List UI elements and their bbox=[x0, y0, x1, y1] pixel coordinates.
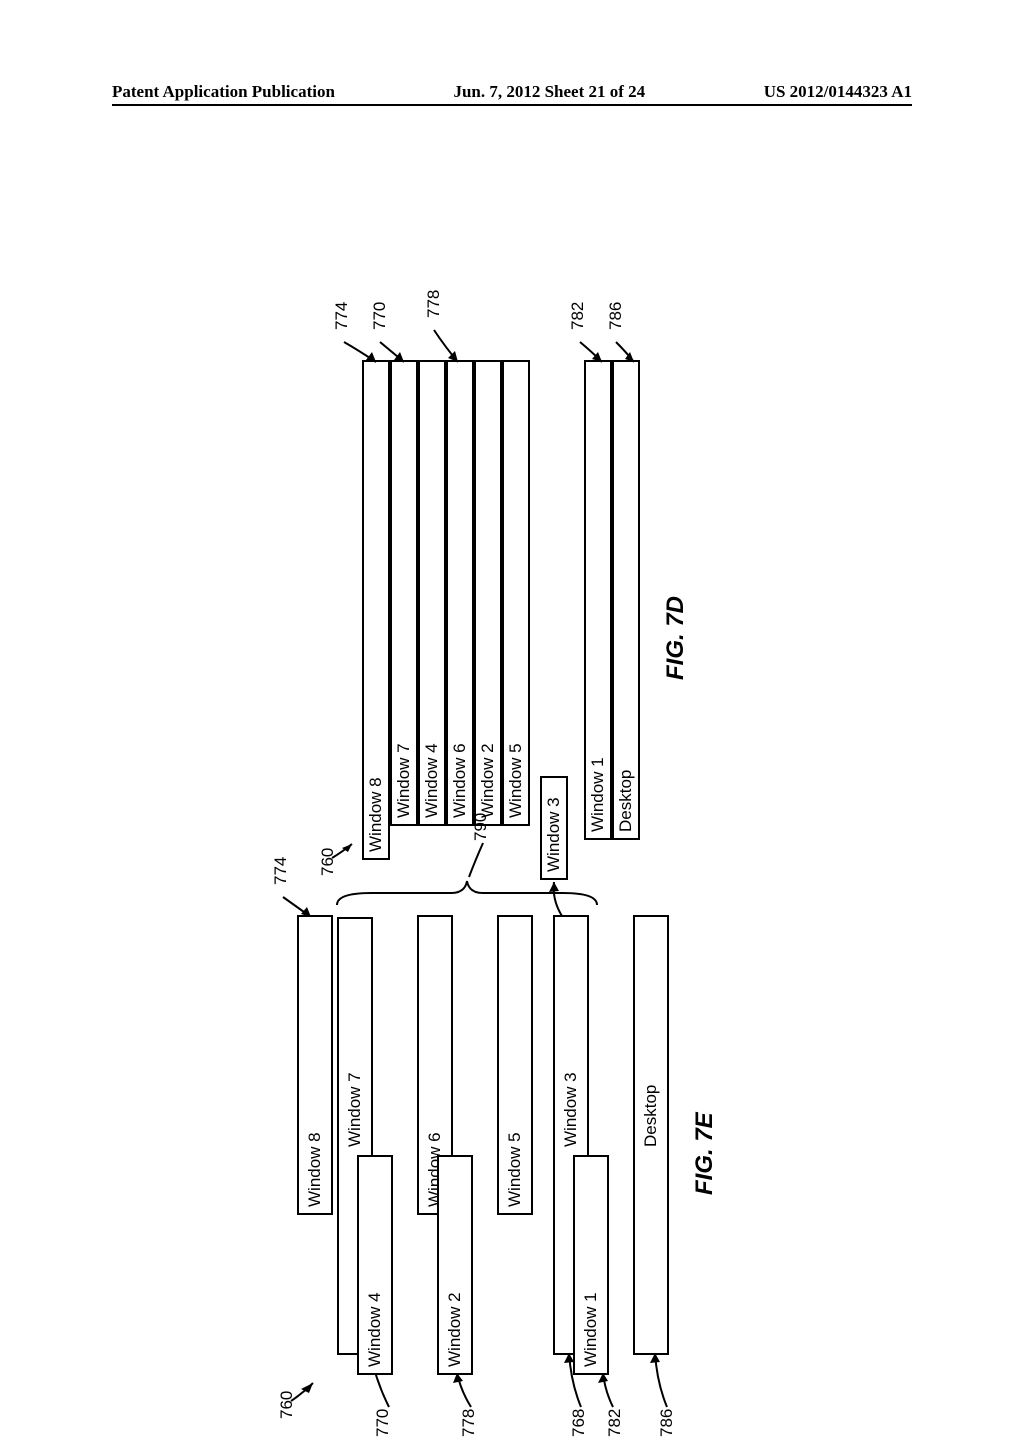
bar-window-8: Window 8 bbox=[297, 915, 333, 1215]
bar-window-2: Window 2 bbox=[437, 1155, 473, 1375]
ref-768-label: 768 bbox=[569, 1409, 589, 1437]
bar-label: Window 7 bbox=[394, 743, 414, 818]
bar-label: Window 1 bbox=[588, 757, 608, 832]
bar-label: Window 2 bbox=[478, 743, 498, 818]
stack-bar-window-5: Window 5 bbox=[502, 360, 530, 826]
ref-778-label: 778 bbox=[424, 290, 444, 318]
bar-label: Window 4 bbox=[422, 743, 442, 818]
ref-790-label: 790 bbox=[471, 813, 491, 841]
bar-label: Window 6 bbox=[450, 743, 470, 818]
ref-782-label: 782 bbox=[568, 302, 588, 330]
stack-bar-window-8: Window 8 bbox=[362, 360, 390, 860]
header-rule bbox=[112, 104, 912, 106]
ref-770-label: 770 bbox=[370, 302, 390, 330]
header-right: US 2012/0144323 A1 bbox=[764, 82, 912, 102]
bar-window-4: Window 4 bbox=[357, 1155, 393, 1375]
bar-label: Window 8 bbox=[305, 1132, 325, 1207]
bar-desktop: Desktop bbox=[633, 915, 669, 1355]
ref-774-label: 774 bbox=[332, 302, 352, 330]
bar-label: Window 5 bbox=[505, 1132, 525, 1207]
stack-bar-window-2: Window 2 bbox=[474, 360, 502, 826]
header-center: Jun. 7, 2012 Sheet 21 of 24 bbox=[453, 82, 645, 102]
fig7e-window-stack: 760 774 790 Window 8 Window 7 Window 4 W… bbox=[297, 835, 727, 1435]
fig7e-caption: FIG. 7E bbox=[691, 1112, 719, 1195]
figure-7e: 760 774 790 Window 8 Window 7 Window 4 W… bbox=[297, 835, 727, 1435]
stack-bar-window-7: Window 7 bbox=[390, 360, 418, 826]
stack-bar-window-6: Window 6 bbox=[446, 360, 474, 826]
stack-bar-window-1: Window 1 bbox=[584, 360, 612, 840]
stack-bar-window-4: Window 4 bbox=[418, 360, 446, 826]
bar-label: Desktop bbox=[641, 1085, 661, 1147]
header-left: Patent Application Publication bbox=[112, 82, 335, 102]
stack-bar-desktop: Desktop bbox=[612, 360, 640, 840]
ref-770-label: 770 bbox=[373, 1409, 393, 1437]
bar-label: Window 3 bbox=[561, 1072, 581, 1147]
bar-label: Desktop bbox=[616, 770, 636, 832]
ref-782-label: 782 bbox=[605, 1409, 625, 1437]
bar-label: Window 5 bbox=[506, 743, 526, 818]
fig7d-window-stack: 760 Window 8 Window 7 Window 4 Window 6 … bbox=[362, 350, 662, 870]
bar-label: Window 1 bbox=[581, 1292, 601, 1367]
page-header: Patent Application Publication Jun. 7, 2… bbox=[0, 82, 1024, 102]
fig7d-caption: FIG. 7D bbox=[662, 596, 690, 680]
bar-label: Window 4 bbox=[365, 1292, 385, 1367]
ref-786-label: 786 bbox=[606, 302, 626, 330]
ref-778-label: 778 bbox=[459, 1409, 479, 1437]
bar-label: Window 2 bbox=[445, 1292, 465, 1367]
ref-774-label: 774 bbox=[271, 857, 291, 885]
ref-786-label: 786 bbox=[657, 1409, 677, 1437]
figure-7d: 760 Window 8 Window 7 Window 4 Window 6 … bbox=[362, 350, 662, 870]
bar-label: Window 7 bbox=[345, 1072, 365, 1147]
bar-window-1: Window 1 bbox=[573, 1155, 609, 1375]
bar-window-5: Window 5 bbox=[497, 915, 533, 1215]
